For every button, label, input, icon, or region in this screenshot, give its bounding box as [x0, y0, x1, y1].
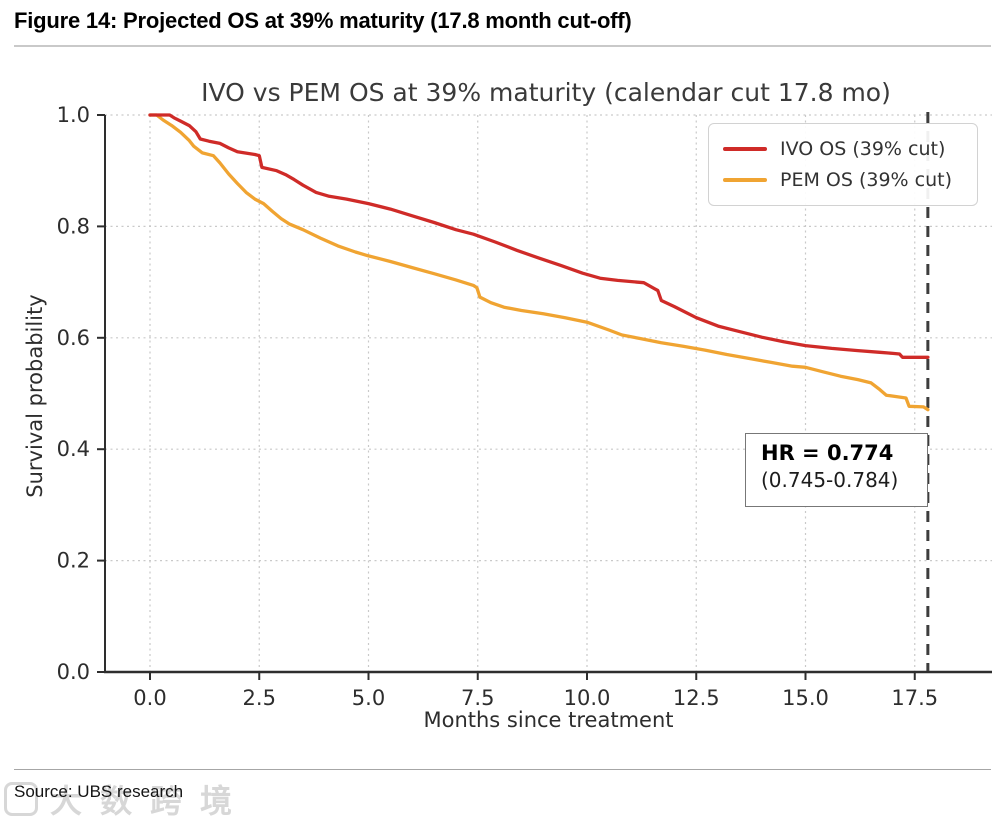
footer-divider	[14, 769, 991, 770]
x-axis-label: Months since treatment	[423, 708, 674, 732]
x-tick-label: 2.5	[243, 686, 276, 710]
legend-item-pem: PEM OS (39% cut)	[723, 169, 963, 191]
x-tick-label: 10.0	[564, 686, 611, 710]
watermark-text: 大数跨境	[50, 782, 251, 820]
x-tick-label: 17.5	[891, 686, 938, 710]
legend-label-pem: PEM OS (39% cut)	[780, 169, 952, 191]
y-tick-label: 0.8	[57, 214, 90, 238]
watermark-logo-icon	[4, 782, 38, 816]
x-tick-label: 7.5	[461, 686, 494, 710]
survival-curve-ivo	[148, 113, 930, 359]
legend-item-ivo: IVO OS (39% cut)	[723, 138, 963, 160]
watermark: 大数跨境	[4, 776, 250, 822]
header-divider	[14, 45, 991, 47]
y-tick-label: 0.4	[57, 437, 90, 461]
source-text: Source: UBS research	[14, 782, 184, 801]
hazard-ratio-annotation: HR = 0.774 (0.745-0.784)	[745, 433, 928, 507]
hazard-ratio-value: HR = 0.774	[761, 441, 894, 465]
y-tick-label: 0.0	[57, 660, 90, 684]
survival-curve-pem	[148, 113, 930, 412]
chart-legend: IVO OS (39% cut) PEM OS (39% cut)	[708, 123, 978, 206]
figure-title: Figure 14: Projected OS at 39% maturity …	[14, 8, 632, 33]
y-axis-label: Survival probability	[23, 294, 47, 498]
y-tick-label: 0.6	[57, 326, 90, 350]
x-tick-label: 0.0	[133, 686, 166, 710]
y-tick-label: 1.0	[57, 103, 90, 127]
hazard-ratio-ci: (0.745-0.784)	[761, 468, 899, 492]
y-tick-label: 0.2	[57, 549, 90, 573]
pem-line-swatch	[723, 178, 767, 182]
x-tick-label: 15.0	[782, 686, 829, 710]
legend-label-ivo: IVO OS (39% cut)	[780, 138, 946, 160]
ivo-line-swatch	[723, 147, 767, 151]
x-tick-label: 12.5	[673, 686, 720, 710]
chart-title: IVO vs PEM OS at 39% maturity (calendar …	[201, 78, 891, 107]
x-tick-label: 5.0	[352, 686, 385, 710]
